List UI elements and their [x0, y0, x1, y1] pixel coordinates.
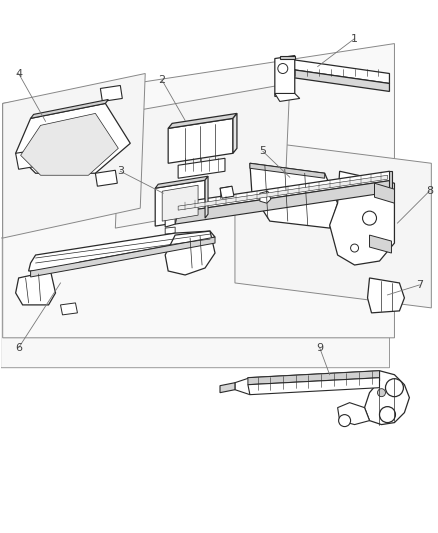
Polygon shape: [205, 176, 208, 218]
Polygon shape: [31, 100, 108, 118]
Polygon shape: [247, 371, 381, 387]
Polygon shape: [279, 55, 294, 59]
Polygon shape: [389, 171, 392, 192]
Text: 5: 5: [259, 146, 266, 156]
Polygon shape: [165, 227, 175, 234]
Polygon shape: [60, 303, 77, 315]
Text: 1: 1: [350, 34, 357, 44]
Circle shape: [338, 415, 350, 426]
Polygon shape: [168, 114, 237, 128]
Polygon shape: [178, 175, 387, 210]
Polygon shape: [367, 278, 403, 313]
Polygon shape: [155, 176, 208, 188]
Polygon shape: [284, 69, 389, 92]
Polygon shape: [175, 180, 392, 224]
Polygon shape: [175, 171, 392, 212]
Polygon shape: [168, 118, 233, 163]
Polygon shape: [1, 178, 389, 368]
Text: 9: 9: [315, 343, 322, 353]
Circle shape: [277, 63, 287, 74]
Polygon shape: [185, 187, 194, 193]
Circle shape: [362, 211, 376, 225]
Polygon shape: [274, 93, 299, 101]
Polygon shape: [21, 114, 118, 175]
Text: 7: 7: [415, 280, 422, 290]
Polygon shape: [100, 85, 122, 101]
Polygon shape: [369, 235, 391, 253]
Circle shape: [378, 407, 395, 423]
Circle shape: [385, 379, 403, 397]
Polygon shape: [16, 149, 42, 169]
Polygon shape: [249, 163, 324, 178]
Polygon shape: [364, 371, 409, 425]
Polygon shape: [31, 237, 215, 277]
Polygon shape: [337, 402, 369, 425]
Polygon shape: [155, 180, 205, 226]
Polygon shape: [219, 383, 234, 393]
Polygon shape: [16, 103, 130, 173]
Polygon shape: [165, 231, 215, 275]
Polygon shape: [247, 371, 378, 385]
Polygon shape: [28, 231, 215, 271]
Polygon shape: [259, 191, 270, 203]
Text: 6: 6: [15, 343, 22, 353]
Polygon shape: [3, 74, 145, 238]
Circle shape: [350, 244, 358, 252]
Polygon shape: [329, 171, 394, 265]
Polygon shape: [115, 84, 289, 228]
Polygon shape: [234, 139, 431, 308]
Polygon shape: [162, 185, 198, 221]
Polygon shape: [95, 170, 117, 186]
Polygon shape: [284, 59, 389, 84]
Polygon shape: [178, 158, 224, 178]
Text: 3: 3: [117, 166, 124, 176]
Polygon shape: [247, 378, 378, 394]
Polygon shape: [3, 44, 394, 338]
Polygon shape: [234, 378, 249, 394]
Text: 8: 8: [425, 186, 432, 196]
Polygon shape: [219, 186, 233, 198]
Polygon shape: [374, 183, 394, 203]
Polygon shape: [233, 114, 237, 154]
Polygon shape: [249, 163, 337, 228]
Polygon shape: [274, 55, 294, 96]
Circle shape: [377, 389, 385, 397]
Polygon shape: [165, 203, 175, 227]
Text: 2: 2: [158, 76, 166, 85]
Text: 4: 4: [15, 69, 22, 78]
Polygon shape: [16, 271, 55, 305]
